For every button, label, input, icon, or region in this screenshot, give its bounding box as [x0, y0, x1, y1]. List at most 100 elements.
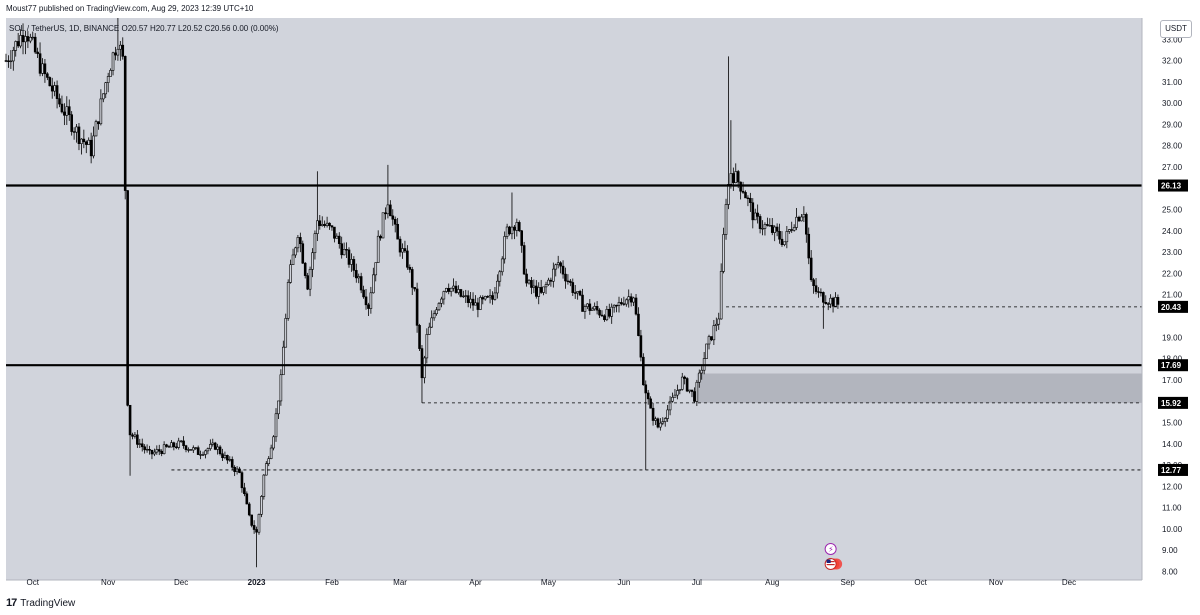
candle-body: [654, 418, 657, 421]
price-label-box: [1158, 396, 1188, 409]
candle-body: [561, 265, 565, 275]
candle-body: [289, 264, 292, 283]
candle-body: [624, 299, 628, 305]
candle-body: [279, 374, 283, 402]
candle-body: [520, 230, 524, 246]
candle-body: [196, 447, 200, 455]
candle-body: [486, 296, 489, 298]
candle-body: [213, 442, 217, 450]
candle-body: [111, 52, 115, 71]
candle-body: [187, 449, 190, 451]
candle-body: [719, 271, 723, 320]
candle-body: [167, 446, 171, 448]
candle-body: [831, 297, 835, 307]
candle-body: [588, 303, 592, 311]
candle-body: [612, 304, 616, 308]
y-tick-label: 12.00: [1162, 482, 1183, 491]
candle-body: [362, 289, 365, 298]
candle-body: [218, 446, 222, 455]
candle-body: [581, 294, 584, 312]
candle-body: [539, 287, 543, 293]
candle-body: [9, 60, 13, 63]
candle-body: [498, 271, 502, 282]
candle-body: [247, 503, 251, 516]
candle-body: [676, 390, 679, 396]
x-tick-label: 2023: [248, 578, 266, 587]
candle-body: [330, 225, 334, 228]
candle-body: [201, 454, 205, 456]
candle-body: [707, 336, 711, 345]
candle-body: [364, 296, 368, 306]
y-tick-label: 33.00: [1162, 35, 1183, 44]
y-tick-label: 29.00: [1162, 120, 1183, 129]
candle-body: [320, 224, 324, 226]
y-tick-label: 10.00: [1162, 525, 1183, 534]
currency-button[interactable]: USDT: [1160, 20, 1192, 38]
candle-body: [189, 449, 193, 451]
candle-body: [481, 297, 485, 300]
candle-body: [586, 303, 589, 307]
candle-body: [311, 252, 314, 270]
candle-body: [787, 229, 791, 232]
candle-body: [230, 459, 234, 468]
candle-body: [347, 249, 351, 265]
candle-body: [464, 295, 468, 297]
candle-body: [282, 346, 285, 376]
candle-body: [340, 243, 343, 256]
candle-body: [564, 273, 567, 282]
x-tick-label: May: [541, 578, 556, 587]
candle-body: [391, 215, 395, 220]
candle-body: [544, 284, 548, 288]
candle-body: [656, 418, 660, 428]
candle-body: [829, 297, 832, 305]
candle-body: [722, 234, 725, 272]
candle-body: [413, 287, 416, 290]
candle-body: [94, 121, 98, 137]
candle-body: [48, 77, 52, 87]
candle-body: [595, 306, 599, 311]
candle-body: [770, 225, 774, 233]
candle-body: [114, 52, 117, 56]
candle-body: [43, 63, 47, 75]
candle-body: [637, 313, 640, 336]
candle-body: [153, 451, 156, 455]
x-tick-label: Mar: [393, 578, 407, 587]
candle-body: [449, 287, 453, 292]
candle-body: [160, 450, 163, 454]
candle-body: [666, 409, 669, 419]
candle-body: [773, 226, 776, 233]
candle-body: [89, 139, 93, 157]
candle-body: [50, 85, 54, 92]
candle-body: [384, 212, 387, 215]
candle-body: [379, 235, 382, 239]
candle-body: [372, 274, 375, 294]
candle-body: [345, 249, 348, 251]
candle-body: [335, 235, 339, 239]
candle-body: [194, 447, 198, 449]
candle-body: [245, 493, 249, 505]
candle-body: [277, 400, 280, 415]
candle-body: [162, 444, 166, 454]
candle-body: [75, 126, 78, 133]
candle-body: [678, 389, 682, 391]
candle-body: [31, 36, 35, 39]
candle-body: [661, 421, 665, 424]
candle-body: [255, 529, 258, 533]
candle-body: [252, 525, 256, 530]
chart-plot-area[interactable]: [6, 18, 1142, 580]
candle-body: [459, 289, 463, 297]
candle-body: [406, 250, 409, 268]
candle-body: [250, 514, 253, 526]
x-tick-label: Nov: [101, 578, 115, 587]
candle-body: [729, 173, 733, 185]
candle-body: [418, 325, 421, 349]
candle-body: [766, 224, 769, 226]
x-tick-label: Nov: [989, 578, 1003, 587]
candle-body: [267, 458, 271, 464]
candle-body: [119, 44, 122, 50]
candle-body: [683, 376, 686, 379]
candle-body: [717, 318, 721, 325]
candle-body: [693, 391, 696, 402]
candle-body: [60, 103, 64, 113]
